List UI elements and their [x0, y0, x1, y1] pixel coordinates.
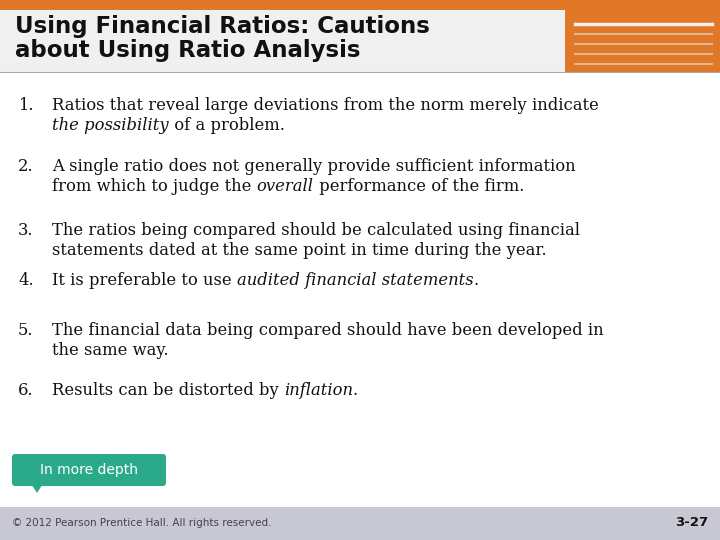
Text: 2.: 2.	[18, 158, 34, 175]
Text: inflation: inflation	[284, 382, 353, 399]
FancyBboxPatch shape	[0, 507, 720, 540]
FancyBboxPatch shape	[12, 454, 166, 486]
Text: © 2012 Pearson Prentice Hall. All rights reserved.: © 2012 Pearson Prentice Hall. All rights…	[12, 518, 271, 528]
Text: In more depth: In more depth	[40, 463, 138, 477]
Text: A single ratio does not generally provide sufficient information: A single ratio does not generally provid…	[52, 158, 575, 175]
Text: 4.: 4.	[18, 272, 34, 289]
Text: .: .	[474, 272, 479, 289]
Text: of a problem.: of a problem.	[168, 117, 284, 134]
Text: 5.: 5.	[18, 322, 34, 339]
Text: 3.: 3.	[18, 222, 34, 239]
FancyBboxPatch shape	[0, 72, 720, 507]
Text: 3-27: 3-27	[675, 516, 708, 530]
Text: .: .	[353, 382, 358, 399]
FancyBboxPatch shape	[0, 0, 720, 72]
Text: statements dated at the same point in time during the year.: statements dated at the same point in ti…	[52, 242, 546, 259]
Text: 6.: 6.	[18, 382, 34, 399]
Text: performance of the firm.: performance of the firm.	[314, 178, 524, 195]
Text: 1.: 1.	[18, 97, 34, 114]
FancyBboxPatch shape	[565, 10, 720, 72]
Text: The ratios being compared should be calculated using financial: The ratios being compared should be calc…	[52, 222, 580, 239]
Text: The financial data being compared should have been developed in: The financial data being compared should…	[52, 322, 603, 339]
Text: audited financial statements: audited financial statements	[237, 272, 474, 289]
FancyBboxPatch shape	[0, 0, 720, 10]
Text: about Using Ratio Analysis: about Using Ratio Analysis	[15, 39, 361, 63]
Text: Using Financial Ratios: Cautions: Using Financial Ratios: Cautions	[15, 16, 430, 38]
Text: It is preferable to use: It is preferable to use	[52, 272, 237, 289]
Polygon shape	[30, 482, 44, 493]
Text: overall: overall	[256, 178, 314, 195]
Text: from which to judge the: from which to judge the	[52, 178, 256, 195]
Text: Results can be distorted by: Results can be distorted by	[52, 382, 284, 399]
Text: the same way.: the same way.	[52, 342, 168, 359]
Text: the possibility: the possibility	[52, 117, 168, 134]
Text: Ratios that reveal large deviations from the norm merely indicate: Ratios that reveal large deviations from…	[52, 97, 599, 114]
